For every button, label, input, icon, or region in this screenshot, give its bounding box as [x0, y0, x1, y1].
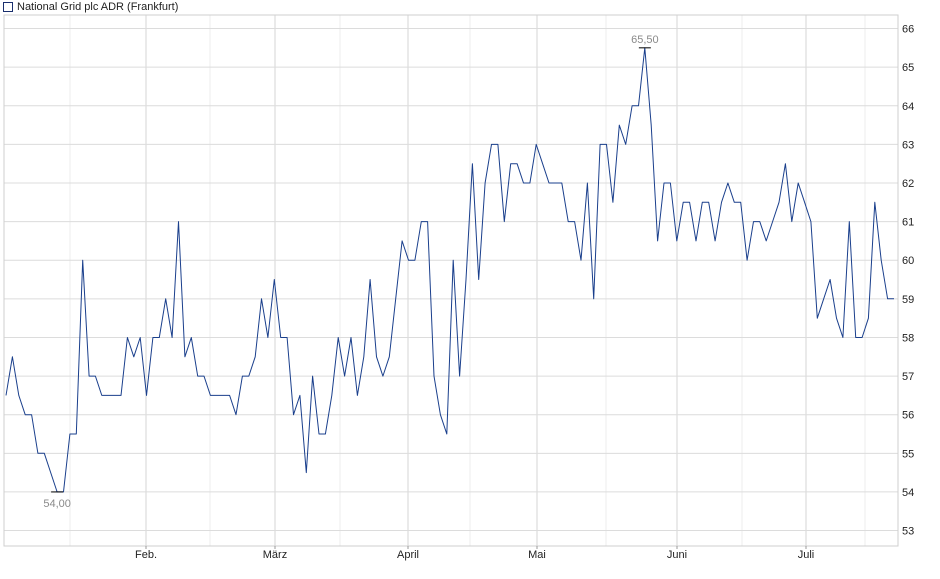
y-tick-label: 61: [902, 217, 914, 229]
y-tick-label: 65: [902, 62, 914, 74]
y-tick-label: 64: [902, 101, 914, 113]
y-tick-label: 55: [902, 448, 914, 460]
y-tick-label: 58: [902, 332, 914, 344]
x-tick-label: März: [263, 549, 287, 561]
max-value-label: 65,50: [631, 34, 659, 46]
min-value-label: 54,00: [43, 498, 71, 510]
y-tick-label: 62: [902, 178, 914, 190]
x-tick-label: Juli: [798, 549, 815, 561]
y-tick-label: 53: [902, 526, 914, 538]
x-tick-label: Feb.: [135, 549, 157, 561]
x-tick-label: Mai: [528, 549, 546, 561]
chart-legend: National Grid plc ADR (Frankfurt): [3, 0, 178, 14]
price-series-line: [5, 47, 894, 493]
legend-label: National Grid plc ADR (Frankfurt): [17, 1, 179, 13]
x-tick-label: April: [397, 549, 419, 561]
y-tick-label: 56: [902, 410, 914, 422]
y-tick-label: 66: [902, 24, 914, 36]
y-tick-label: 63: [902, 139, 914, 151]
y-tick-label: 57: [902, 371, 914, 383]
y-tick-label: 59: [902, 294, 914, 306]
x-tick-label: Juni: [667, 549, 687, 561]
y-tick-label: 60: [902, 255, 914, 267]
y-tick-label: 54: [902, 487, 914, 499]
legend-swatch: [3, 2, 13, 12]
plot-frame: [3, 14, 899, 547]
